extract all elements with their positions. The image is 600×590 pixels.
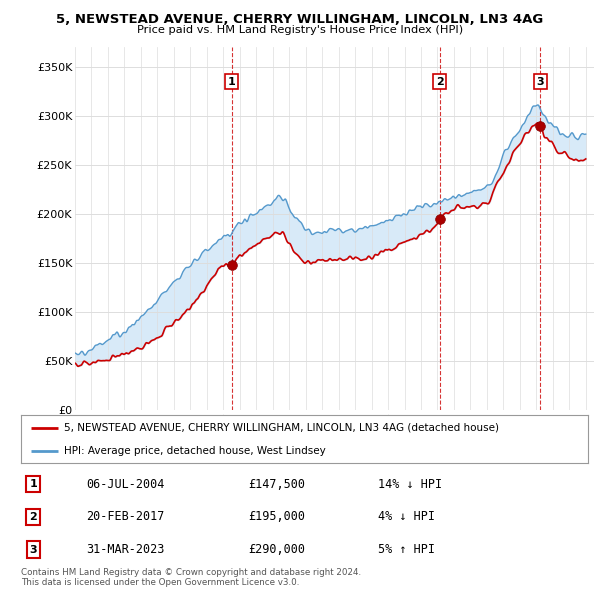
Text: 2: 2 (29, 512, 37, 522)
Text: 5% ↑ HPI: 5% ↑ HPI (378, 543, 435, 556)
Text: 1: 1 (228, 77, 236, 87)
Text: £195,000: £195,000 (248, 510, 305, 523)
Text: £147,500: £147,500 (248, 478, 305, 491)
Text: 1: 1 (29, 479, 37, 489)
Text: 5, NEWSTEAD AVENUE, CHERRY WILLINGHAM, LINCOLN, LN3 4AG: 5, NEWSTEAD AVENUE, CHERRY WILLINGHAM, L… (56, 13, 544, 26)
Text: 20-FEB-2017: 20-FEB-2017 (86, 510, 164, 523)
Text: HPI: Average price, detached house, West Lindsey: HPI: Average price, detached house, West… (64, 446, 325, 456)
Text: 3: 3 (29, 545, 37, 555)
Text: Contains HM Land Registry data © Crown copyright and database right 2024.
This d: Contains HM Land Registry data © Crown c… (21, 568, 361, 587)
Text: 31-MAR-2023: 31-MAR-2023 (86, 543, 164, 556)
Text: 14% ↓ HPI: 14% ↓ HPI (378, 478, 442, 491)
Text: 5, NEWSTEAD AVENUE, CHERRY WILLINGHAM, LINCOLN, LN3 4AG (detached house): 5, NEWSTEAD AVENUE, CHERRY WILLINGHAM, L… (64, 423, 499, 433)
Text: Price paid vs. HM Land Registry's House Price Index (HPI): Price paid vs. HM Land Registry's House … (137, 25, 463, 35)
Text: 2: 2 (436, 77, 443, 87)
Text: 3: 3 (536, 77, 544, 87)
Text: 06-JUL-2004: 06-JUL-2004 (86, 478, 164, 491)
Text: 4% ↓ HPI: 4% ↓ HPI (378, 510, 435, 523)
Text: £290,000: £290,000 (248, 543, 305, 556)
